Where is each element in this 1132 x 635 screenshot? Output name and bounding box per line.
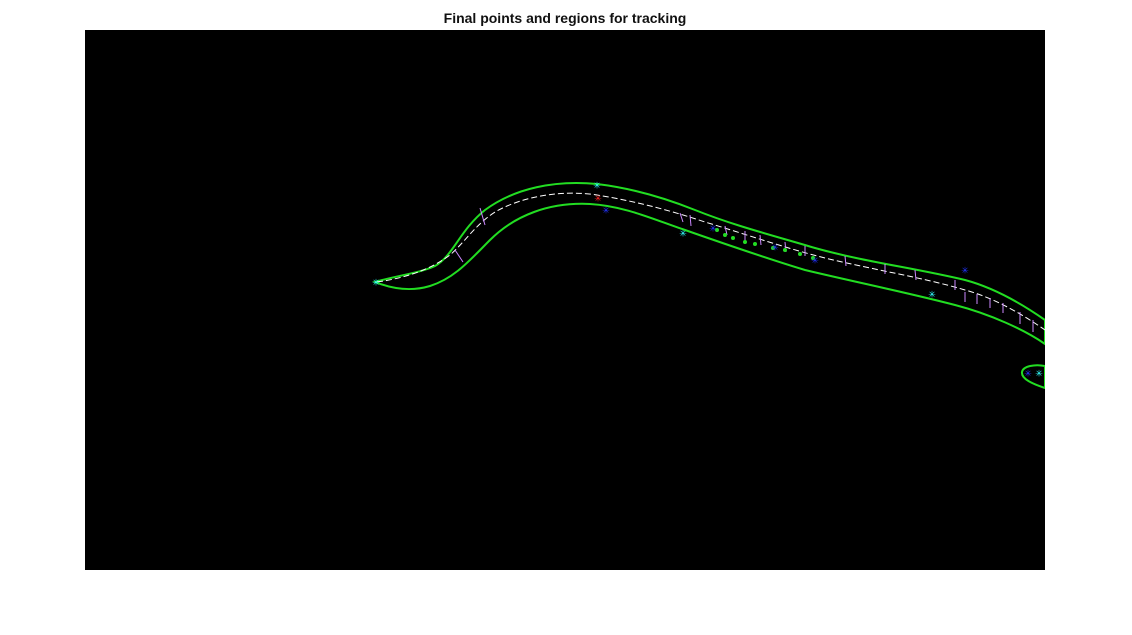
marker-tail: ✳ — [372, 275, 379, 289]
marker-blue-6: ✳ — [1024, 366, 1031, 380]
marker-cyan-3: ✳ — [928, 287, 935, 301]
marker-cyan-1: ✳ — [593, 178, 600, 192]
image-axes: ✳ ✳ ✳ ✳ ✳ ✳ ✳ ✳ ✳ ✳ ✳ ✳ — [85, 30, 1045, 570]
image-background — [85, 30, 1045, 570]
blob-outline — [1021, 364, 1045, 390]
marker-red: ✳ — [594, 191, 601, 205]
tracking-markers: ✳ ✳ ✳ ✳ ✳ ✳ ✳ ✳ ✳ ✳ ✳ ✳ — [372, 178, 1042, 380]
marker-blue-1: ✳ — [602, 203, 609, 217]
marker-cyan-2: ✳ — [679, 226, 686, 240]
marker-blue-5: ✳ — [961, 263, 968, 277]
marker-blue-2: ✳ — [709, 221, 716, 235]
tracking-image: ✳ ✳ ✳ ✳ ✳ ✳ ✳ ✳ ✳ ✳ ✳ ✳ — [85, 30, 1045, 570]
skeleton-ticks — [454, 207, 1034, 332]
green-clutter — [715, 228, 815, 260]
worm-skeleton — [376, 192, 1045, 331]
marker-blue-3: ✳ — [771, 240, 778, 254]
marker-cyan-4: ✳ — [1035, 366, 1042, 380]
marker-blue-4: ✳ — [811, 253, 818, 267]
worm-outline — [371, 182, 1045, 346]
plot-title: Final points and regions for tracking — [443, 10, 687, 26]
